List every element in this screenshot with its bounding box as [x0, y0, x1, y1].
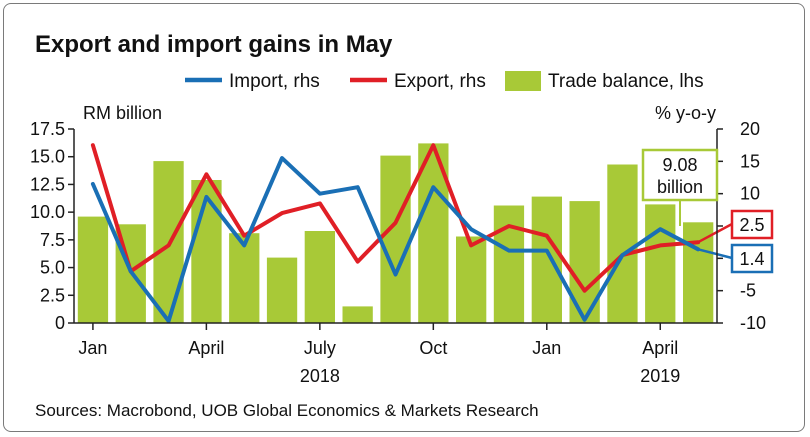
- right-tick-label: -10: [740, 313, 766, 333]
- export-tag-box: [730, 209, 774, 240]
- right-axis-unit: % y-o-y: [655, 103, 716, 123]
- import-annotation: 1.4: [730, 243, 774, 274]
- balance-bar: [191, 180, 222, 323]
- left-tick-label: 10.0: [30, 202, 65, 222]
- balance-bar: [304, 231, 335, 323]
- import-tag-value: 1.4: [739, 249, 764, 269]
- legend: Import, rhs Export, rhs Trade balance, l…: [185, 71, 704, 92]
- balance-bar: [531, 196, 562, 323]
- balance-tag-unit: billion: [657, 177, 703, 197]
- balance-bar: [266, 257, 298, 323]
- balance-bar: [342, 306, 373, 323]
- balance-bar: [645, 204, 676, 323]
- left-axis-unit: RM billion: [83, 103, 162, 123]
- right-tick-label: 20: [740, 119, 760, 139]
- balance-tag-box: [641, 148, 719, 202]
- balance-bar: [493, 205, 525, 323]
- balance-bar: [77, 216, 109, 323]
- x-tick-label: Jan: [532, 338, 561, 358]
- balance-bar: [229, 233, 260, 323]
- balance-bar: [380, 155, 411, 323]
- import-tag-connector: [697, 248, 733, 260]
- balance-bar: [607, 164, 638, 323]
- legend-balance-label: Trade balance, lhs: [548, 71, 704, 92]
- balance-tag-value: 9.08: [662, 155, 697, 175]
- import-tag-box: [730, 243, 774, 274]
- x-tick-label: Jan: [78, 338, 107, 358]
- x-tick-label: Oct: [419, 338, 447, 358]
- export-tag-value: 2.5: [739, 215, 764, 235]
- chart-svg: Export and import gains in May Import, r…: [30, 31, 774, 420]
- balance-bar: [456, 236, 487, 323]
- right-tick-label: -5: [740, 281, 756, 301]
- import-line: [90, 156, 701, 324]
- export-line: [90, 143, 701, 293]
- balance-annotation: 9.08 billion: [641, 148, 719, 226]
- left-tick-label: 5.0: [40, 258, 65, 278]
- legend-export-label: Export, rhs: [394, 71, 486, 92]
- left-tick-label: 2.5: [40, 285, 65, 305]
- balance-bar: [683, 222, 714, 323]
- left-tick-label: 7.5: [40, 230, 65, 250]
- left-tick-label: 15.0: [30, 147, 65, 167]
- export-tag-connector: [697, 222, 733, 244]
- left-tick-label: 17.5: [30, 119, 65, 139]
- line-series: [90, 143, 733, 324]
- source-note: Sources: Macrobond, UOB Global Economics…: [35, 401, 539, 420]
- left-tick-label: 12.5: [30, 174, 65, 194]
- x-tick-label: July: [304, 338, 336, 358]
- x-tick-label: April: [642, 338, 678, 358]
- right-tick-label: 10: [740, 184, 760, 204]
- chart-card: Export and import gains in May Import, r…: [3, 3, 805, 432]
- right-tick-label: 15: [740, 151, 760, 171]
- legend-balance-swatch: [505, 71, 541, 91]
- left-tick-label: 0: [55, 313, 65, 333]
- export-annotation: 2.5: [730, 209, 774, 240]
- year-label: 2018: [300, 366, 340, 386]
- chart-title: Export and import gains in May: [35, 31, 393, 58]
- year-label: 2019: [640, 366, 680, 386]
- legend-import-label: Import, rhs: [229, 71, 320, 92]
- x-tick-label: April: [188, 338, 224, 358]
